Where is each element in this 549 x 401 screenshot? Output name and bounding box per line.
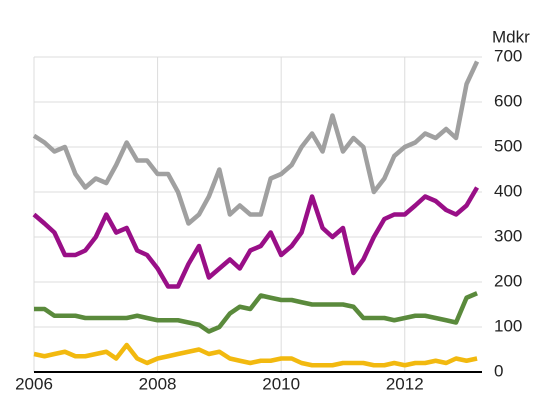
y-axis-label: Mdkr [492,27,530,46]
x-tick-label: 2012 [386,374,424,393]
series-line [33,342,478,368]
x-tick-label: 2006 [15,374,53,393]
y-tick-label: 0 [494,361,503,380]
series-line [34,291,478,334]
y-tick-label: 300 [494,226,522,245]
x-tick-label: 2010 [262,374,300,393]
y-tick-label: 700 [494,46,522,65]
y-tick-label: 500 [494,136,522,155]
x-tick-label: 2008 [139,374,177,393]
series-line [32,60,480,226]
y-tick-label: 400 [494,181,522,200]
y-tick-label: 200 [494,271,522,290]
series-line [32,186,480,289]
y-tick-label: 100 [494,316,522,335]
y-tick-label: 600 [494,91,522,110]
